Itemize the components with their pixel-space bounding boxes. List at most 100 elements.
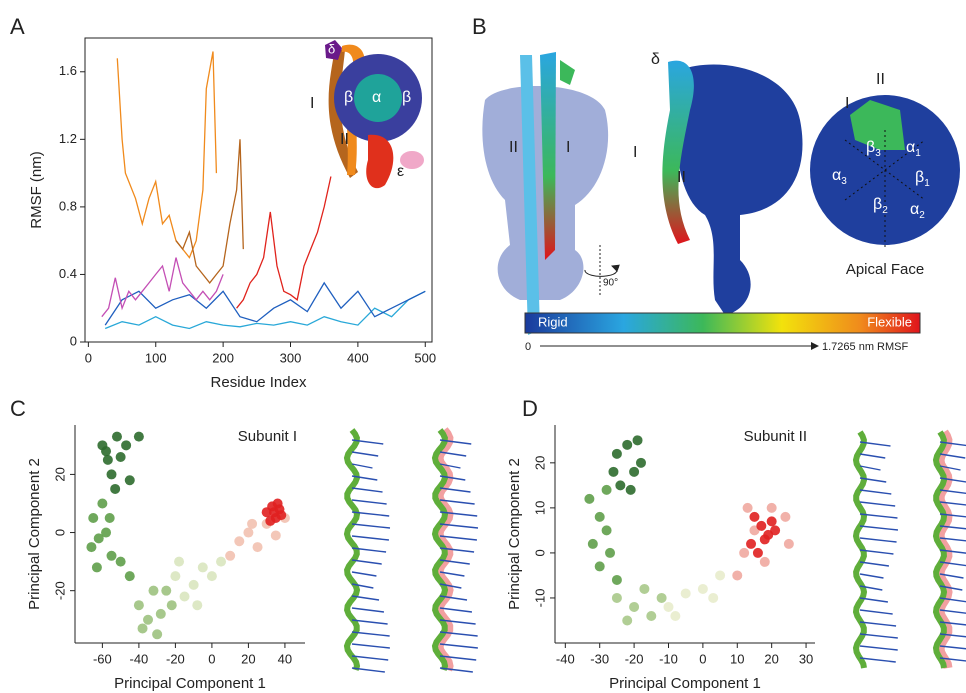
scatter-point bbox=[656, 592, 667, 603]
x-tick-label: -20 bbox=[166, 651, 185, 666]
motion-vector bbox=[351, 559, 382, 565]
scatter-point bbox=[752, 547, 763, 558]
motion-vector bbox=[351, 643, 390, 649]
motion-vector bbox=[859, 597, 888, 603]
inset-label: δ bbox=[328, 41, 335, 56]
scatter-point bbox=[170, 571, 181, 582]
motion-vector bbox=[939, 501, 966, 506]
motion-vector bbox=[351, 535, 389, 541]
motion-vector bbox=[439, 523, 479, 529]
y-tick-label: 1.6 bbox=[59, 63, 77, 78]
motion-vector bbox=[439, 607, 473, 613]
motion-vector bbox=[939, 633, 966, 638]
motion-vector bbox=[859, 537, 897, 543]
helix-ribbon bbox=[431, 428, 449, 671]
x-tick-label: 0 bbox=[208, 651, 215, 666]
motion-vector bbox=[939, 465, 961, 471]
structure-caption: Apical Face bbox=[846, 261, 924, 278]
scatter-point bbox=[756, 520, 767, 531]
motion-vector bbox=[439, 619, 476, 625]
motion-vector bbox=[351, 619, 388, 625]
motion-vector bbox=[859, 453, 886, 459]
structure-label: I bbox=[633, 144, 637, 161]
scatter-point bbox=[639, 583, 650, 594]
motion-vector bbox=[939, 453, 966, 459]
scatter-point bbox=[732, 570, 743, 581]
scatter-point bbox=[646, 610, 657, 621]
motion-vector bbox=[859, 585, 883, 591]
scatter-point bbox=[206, 571, 217, 582]
motion-vector bbox=[939, 513, 966, 518]
scatter-point bbox=[594, 561, 605, 572]
y-tick-label: 20 bbox=[52, 467, 67, 481]
panel-letter: D bbox=[522, 396, 538, 421]
motion-vector bbox=[351, 487, 383, 493]
y-tick-label: 20 bbox=[532, 456, 547, 470]
scatter-point bbox=[783, 538, 794, 549]
motion-vector bbox=[859, 621, 897, 627]
scatter-point bbox=[106, 550, 117, 561]
scatter-point bbox=[86, 542, 97, 553]
y-tick-label: 0 bbox=[52, 529, 67, 536]
x-tick-label: 0 bbox=[699, 651, 706, 666]
line-series bbox=[175, 139, 244, 284]
scatter-point bbox=[622, 615, 633, 626]
scatter-point bbox=[137, 623, 148, 634]
motion-vector bbox=[859, 561, 890, 567]
motion-vector bbox=[439, 463, 461, 469]
scatter-point bbox=[615, 480, 626, 491]
scatter-point bbox=[611, 448, 622, 459]
scatter-point bbox=[611, 574, 622, 585]
y-tick-label: 10 bbox=[532, 501, 547, 515]
motion-vector bbox=[939, 525, 966, 530]
motion-vector bbox=[351, 547, 387, 553]
motion-vector bbox=[859, 525, 899, 531]
x-tick-label: -40 bbox=[556, 651, 575, 666]
x-tick-label: -40 bbox=[129, 651, 148, 666]
scatter-point bbox=[663, 601, 674, 612]
scatter-point bbox=[739, 547, 750, 558]
motion-vector bbox=[439, 511, 478, 517]
scatter-point bbox=[601, 525, 612, 536]
scatter-point bbox=[759, 534, 770, 545]
helix-cartoon bbox=[343, 428, 391, 673]
x-tick-label: 10 bbox=[730, 651, 744, 666]
scatter-point bbox=[622, 439, 633, 450]
scatter-point bbox=[629, 466, 640, 477]
scatter-point bbox=[708, 592, 719, 603]
x-tick-label: -30 bbox=[590, 651, 609, 666]
scatter-point bbox=[629, 601, 640, 612]
helix-cartoon bbox=[932, 429, 966, 669]
motion-vector bbox=[439, 631, 478, 637]
scatter-point bbox=[148, 585, 159, 596]
rotated-view-structure bbox=[662, 60, 803, 316]
motion-vector bbox=[939, 537, 966, 542]
rotation-arrow bbox=[584, 245, 620, 295]
scatter-point bbox=[143, 614, 154, 625]
motion-vector bbox=[859, 657, 896, 663]
motion-vector bbox=[859, 633, 898, 639]
line-series bbox=[101, 257, 224, 318]
motion-vector bbox=[439, 655, 477, 661]
scatter-point bbox=[265, 515, 276, 526]
motion-vector bbox=[939, 489, 966, 495]
plot: 0 100 200 300 400 500 0 0.4 0.8 1.2 1.6 Residue Ind… bbox=[28, 37, 436, 391]
scatter-point bbox=[93, 533, 104, 544]
x-tick-label: 300 bbox=[280, 350, 302, 365]
motion-vector bbox=[859, 549, 894, 555]
y-tick-label: 0 bbox=[70, 333, 77, 348]
motion-vector bbox=[351, 463, 373, 469]
scatter-point bbox=[635, 457, 646, 468]
y-tick-label: 1.2 bbox=[59, 131, 77, 146]
motion-vector bbox=[939, 477, 966, 483]
inset-label: α bbox=[372, 89, 381, 106]
scatter-point bbox=[166, 600, 177, 611]
motion-vector bbox=[439, 451, 467, 457]
scatter-point bbox=[152, 629, 163, 640]
structure-label: I bbox=[566, 139, 570, 156]
motion-vector bbox=[939, 585, 963, 591]
scatter-point bbox=[746, 538, 757, 549]
scatter-point bbox=[759, 556, 770, 567]
motion-vector bbox=[859, 501, 896, 507]
